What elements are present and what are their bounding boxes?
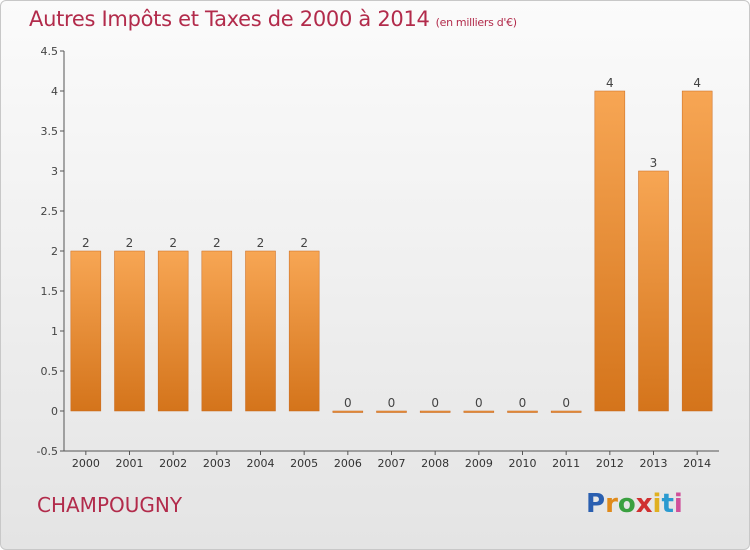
data-label: 3 — [650, 156, 658, 170]
x-tick-label: 2014 — [683, 457, 711, 470]
x-tick-label: 2008 — [421, 457, 449, 470]
data-label: 2 — [213, 236, 221, 250]
data-label: 2 — [300, 236, 308, 250]
data-label: 2 — [169, 236, 177, 250]
logo-letter: x — [635, 489, 653, 519]
y-tick-label: 0 — [51, 405, 58, 418]
x-tick-label: 2000 — [72, 457, 100, 470]
data-label: 0 — [388, 396, 396, 410]
x-tick-label: 2001 — [116, 457, 144, 470]
logo-letter: i — [673, 489, 683, 519]
data-label: 2 — [82, 236, 90, 250]
data-label: 0 — [519, 396, 527, 410]
bar — [245, 250, 276, 412]
proxiti-logo: Proxiti — [586, 489, 683, 519]
logo-letter: P — [586, 489, 606, 519]
bar — [638, 170, 669, 412]
y-tick-label: 1 — [51, 325, 58, 338]
x-tick-label: 2010 — [509, 457, 537, 470]
y-tick-label: 3 — [51, 165, 58, 178]
bar — [681, 90, 713, 412]
x-tick-label: 2005 — [290, 457, 318, 470]
x-tick-label: 2013 — [640, 457, 668, 470]
data-label: 4 — [606, 76, 614, 90]
x-tick-label: 2003 — [203, 457, 231, 470]
x-tick-label: 2006 — [334, 457, 362, 470]
chart-title: Autres Impôts et Taxes de 2000 à 2014 (en… — [29, 7, 517, 31]
data-label: 4 — [693, 76, 701, 90]
y-tick-label: -0.5 — [37, 445, 58, 458]
x-tick-label: 2011 — [552, 457, 580, 470]
y-tick-label: 1.5 — [41, 285, 59, 298]
x-tick-label: 2009 — [465, 457, 493, 470]
y-tick-label: 3.5 — [41, 125, 59, 138]
bar — [157, 250, 189, 412]
bar — [419, 410, 451, 413]
x-tick-label: 2002 — [159, 457, 187, 470]
bar — [550, 410, 582, 413]
logo-letter: i — [652, 489, 662, 519]
x-tick-label: 2004 — [247, 457, 275, 470]
logo-letter: t — [661, 489, 674, 519]
bar — [376, 410, 407, 413]
data-label: 2 — [257, 236, 265, 250]
x-tick-label: 2007 — [378, 457, 406, 470]
bar — [463, 410, 495, 413]
data-label: 0 — [475, 396, 483, 410]
commune-name: CHAMPOUGNY — [37, 493, 183, 517]
bar — [288, 250, 320, 412]
y-tick-label: 4.5 — [41, 45, 59, 58]
data-label: 0 — [344, 396, 352, 410]
y-tick-label: 2.5 — [41, 205, 59, 218]
x-tick-label: 2012 — [596, 457, 624, 470]
bar — [201, 250, 233, 412]
data-label: 0 — [562, 396, 570, 410]
chart-title-text: Autres Impôts et Taxes de 2000 à 2014 — [29, 7, 430, 31]
bar — [332, 410, 364, 413]
logo-letter: r — [605, 489, 618, 519]
y-tick-label: 2 — [51, 245, 58, 258]
y-tick-label: 0.5 — [41, 365, 59, 378]
y-tick-label: 4 — [51, 85, 58, 98]
chart-unit-label: (en milliers d'€) — [435, 16, 517, 29]
logo-letter: o — [617, 489, 636, 519]
bar — [507, 410, 538, 413]
bar — [114, 250, 145, 412]
data-label: 0 — [431, 396, 439, 410]
bar — [594, 90, 626, 412]
data-label: 2 — [126, 236, 134, 250]
bar — [70, 250, 102, 412]
